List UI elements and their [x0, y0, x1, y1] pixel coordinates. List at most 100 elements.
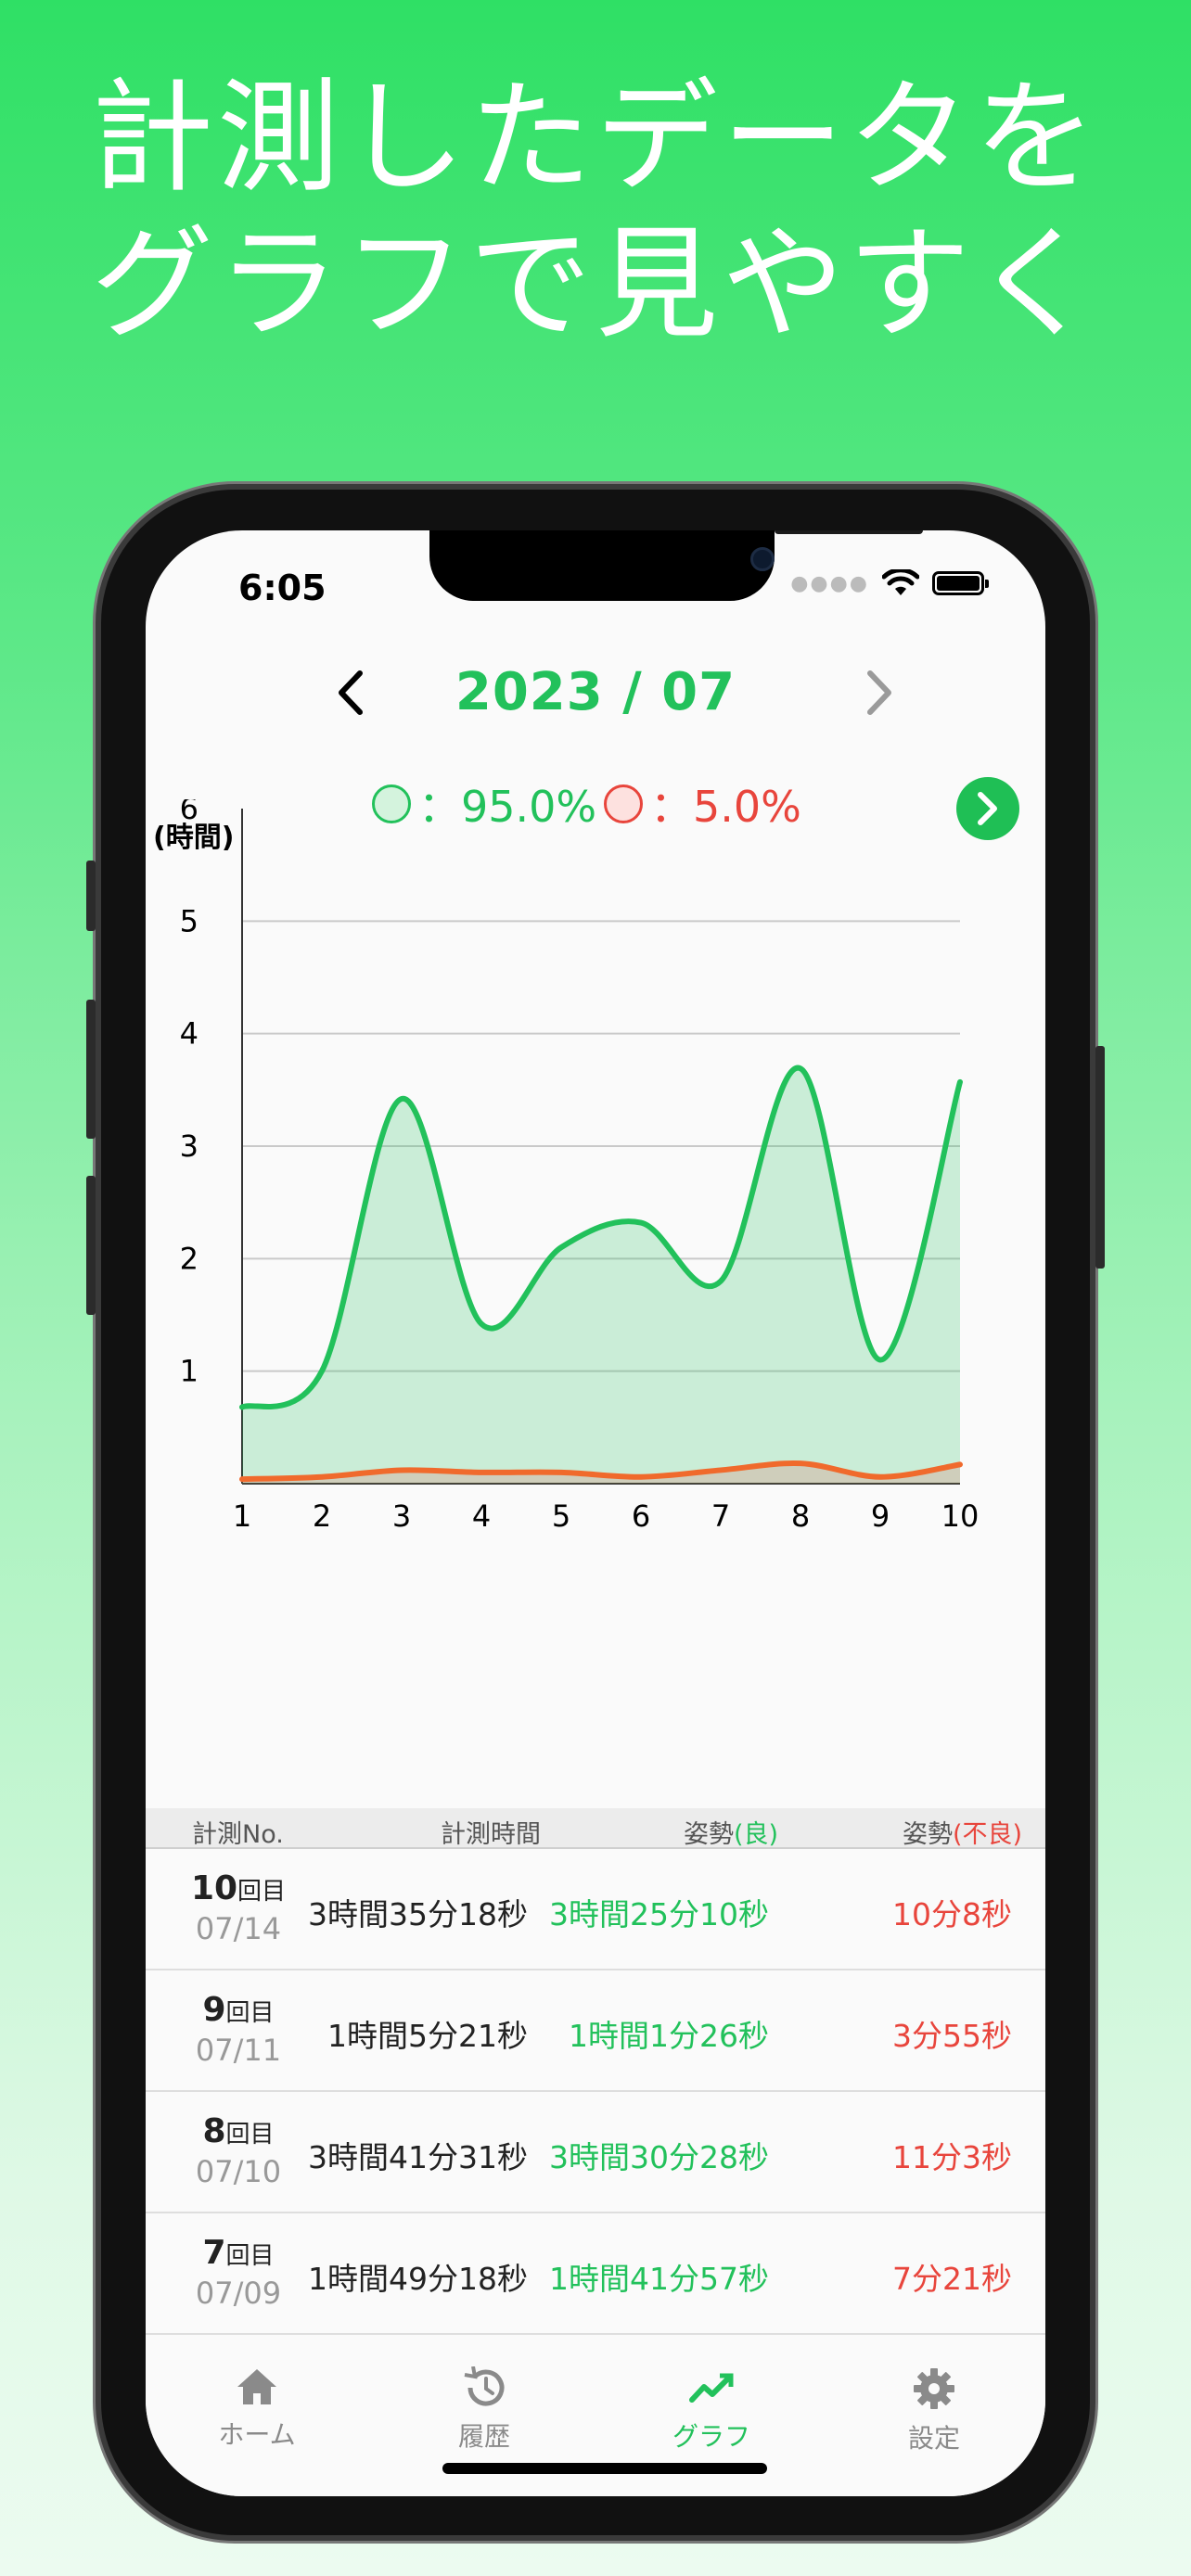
x-tick-label: 9 — [871, 1498, 890, 1534]
y-axis-unit: (時間) — [153, 822, 235, 854]
header-bad-suffix: (不良) — [953, 1820, 1023, 1849]
row-number-cell: 7回目 07/09 — [146, 2234, 331, 2311]
x-tick-label: 1 — [233, 1498, 251, 1534]
header-good-prefix: 姿勢 — [684, 1820, 734, 1849]
headline-line-2: グラフで見やすく — [91, 213, 1100, 356]
volume-up-button — [86, 1000, 96, 1139]
power-button — [1095, 1046, 1105, 1269]
row-date: 07/10 — [195, 2154, 282, 2189]
mute-switch — [86, 861, 96, 931]
series-line-bad — [239, 1460, 963, 1483]
row-number-suffix: 回目 — [225, 1999, 275, 2027]
y-tick-label: 5 — [180, 903, 198, 938]
tab-bar: ホーム 履歴 グラフ 設定 — [146, 2348, 1045, 2496]
prev-month-button[interactable] — [313, 651, 387, 734]
home-indicator — [442, 2463, 767, 2474]
measurement-table: 計測No. 計測時間 姿勢(良) 姿勢(不良) 10回目 07/14 3時間35分1… — [146, 1808, 1045, 2335]
phone-frame: 6:05 ●●●● 2023 / 07 ：95.0% — [86, 484, 1105, 2541]
app-screen: 6:05 ●●●● 2023 / 07 ：95.0% — [146, 530, 1045, 2496]
wifi-icon — [882, 569, 919, 595]
row-number-cell: 10回目 07/14 — [146, 1869, 331, 1946]
row-number-suffix: 回目 — [237, 1878, 287, 1906]
tab-settings-label: 設定 — [907, 2423, 960, 2454]
row-good-time: 3時間25分10秒 — [549, 1896, 769, 1932]
tab-history-label: 履歴 — [457, 2421, 510, 2452]
x-tick-label: 5 — [552, 1498, 570, 1534]
notch — [429, 530, 923, 601]
tab-home[interactable]: ホーム — [146, 2366, 368, 2452]
volume-down-button — [86, 1176, 96, 1315]
camera-icon — [750, 547, 775, 571]
tab-home-label: ホーム — [218, 2419, 296, 2450]
legend-bad: ：5.0% — [604, 773, 801, 835]
area-chart: 1 2 3 4 5 6 1 2 3 4 5 6 7 8 9 10 — [180, 799, 980, 1534]
row-date: 07/14 — [195, 1911, 282, 1946]
header-total: 計測時間 — [441, 1820, 541, 1849]
series-area-good — [242, 1067, 960, 1484]
battery-icon — [932, 571, 989, 595]
x-tick-label: 8 — [791, 1498, 810, 1534]
row-total-time: 3時間41分31秒 — [308, 2139, 528, 2175]
x-tick-label: 2 — [313, 1498, 331, 1534]
x-tick-label: 4 — [472, 1498, 491, 1534]
table-row[interactable]: 8回目 07/10 3時間41分31秒 3時間30分28秒 11分3秒 — [146, 2092, 1045, 2213]
chevron-left-icon — [339, 670, 363, 715]
row-bad-time: 7分21秒 — [892, 2261, 1012, 2297]
table-row[interactable]: 10回目 07/14 3時間35分18秒 3時間25分10秒 10分8秒 — [146, 1849, 1045, 1970]
row-total-time: 1時間5分21秒 — [327, 2018, 528, 2054]
next-month-button[interactable] — [843, 651, 917, 734]
home-icon — [237, 2369, 276, 2404]
row-total-time: 3時間35分18秒 — [308, 1896, 528, 1932]
legend-good-value: ：95.0% — [418, 782, 597, 832]
row-bad-time: 10分8秒 — [892, 1896, 1012, 1932]
tab-graph[interactable]: グラフ — [600, 2366, 823, 2454]
row-date: 07/09 — [195, 2276, 282, 2311]
row-good-time: 1時間41分57秒 — [549, 2261, 769, 2297]
tab-graph-label: グラフ — [672, 2421, 750, 2452]
chevron-right-icon — [867, 670, 891, 715]
x-tick-label: 6 — [632, 1498, 650, 1534]
status-time: 6:05 — [238, 567, 327, 608]
history-icon — [464, 2366, 505, 2406]
status-icons: ●●●● — [790, 569, 989, 597]
speaker — [775, 530, 923, 534]
tab-history[interactable]: 履歴 — [373, 2366, 596, 2454]
gear-icon — [914, 2368, 954, 2409]
month-label: 2023 / 07 — [455, 662, 736, 722]
header-bad: 姿勢(不良) — [903, 1814, 1022, 1850]
chart-legend: ：95.0% ：5.0% — [146, 773, 1045, 838]
row-bad-time: 3分55秒 — [892, 2018, 1012, 2054]
table-row[interactable]: 9回目 07/11 1時間5分21秒 1時間1分26秒 3分55秒 — [146, 1970, 1045, 2092]
row-number-suffix: 回目 — [225, 2121, 275, 2149]
x-tick-label: 3 — [392, 1498, 411, 1534]
legend-bad-value: ：5.0% — [650, 782, 801, 832]
row-number-suffix: 回目 — [225, 2242, 275, 2270]
y-tick-label: 3 — [180, 1129, 198, 1164]
row-number: 7 — [202, 2234, 226, 2272]
signal-dots-icon: ●●●● — [790, 571, 869, 595]
row-date: 07/11 — [195, 2033, 282, 2068]
row-bad-time: 11分3秒 — [892, 2139, 1012, 2175]
month-nav: 2023 / 07 — [146, 651, 1045, 734]
row-number: 10 — [190, 1869, 238, 1907]
header-bad-prefix: 姿勢 — [903, 1820, 953, 1849]
header-good: 姿勢(良) — [684, 1814, 778, 1850]
x-tick-label: 10 — [941, 1498, 980, 1534]
x-tick-label: 7 — [711, 1498, 730, 1534]
tab-settings[interactable]: 設定 — [823, 2366, 1045, 2455]
chart-icon — [689, 2373, 734, 2403]
y-tick-label: 2 — [180, 1241, 198, 1276]
row-number-cell: 9回目 07/11 — [146, 1991, 331, 2068]
row-good-time: 3時間30分28秒 — [549, 2139, 769, 2175]
y-tick-label: 6 — [180, 799, 198, 826]
y-tick-label: 4 — [180, 1016, 198, 1052]
table-header: 計測No. 計測時間 姿勢(良) 姿勢(不良) — [146, 1808, 1045, 1849]
chevron-right-icon — [978, 792, 997, 825]
header-good-suffix: (良) — [734, 1820, 779, 1849]
detail-forward-button[interactable] — [956, 777, 1019, 840]
table-row[interactable]: 7回目 07/09 1時間49分18秒 1時間41分57秒 7分21秒 — [146, 2213, 1045, 2335]
header-no: 計測No. — [192, 1820, 284, 1849]
row-good-time: 1時間1分26秒 — [569, 2018, 769, 2054]
headline: 計測したデータを グラフで見やすく — [0, 65, 1191, 358]
y-tick-label: 1 — [180, 1354, 198, 1389]
